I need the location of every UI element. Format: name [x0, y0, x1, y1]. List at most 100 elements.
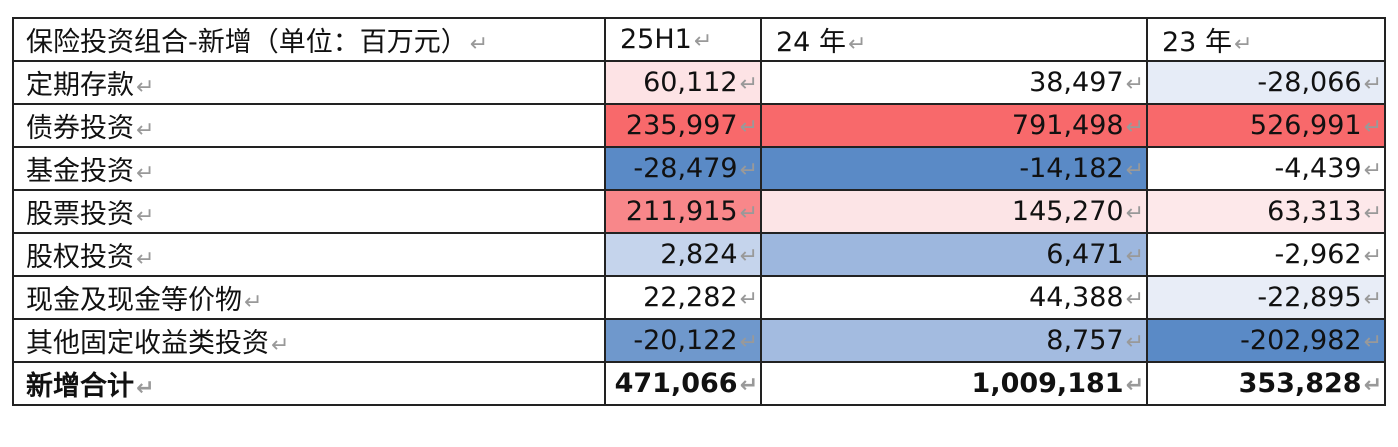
- column-header: 24 年↵: [760, 17, 1148, 62]
- total-value-cell-text: 353,828: [1238, 368, 1362, 399]
- table-row: 股票投资↵ 211,915↵ 145,270↵ 63,313↵: [12, 189, 1386, 234]
- paragraph-mark-icon: ↵: [1125, 201, 1144, 226]
- value-cell: -4,439↵: [1146, 146, 1386, 191]
- value-cell-text: 38,497: [1029, 67, 1124, 98]
- value-cell-text: 2,824: [660, 239, 738, 270]
- paragraph-mark-icon: ↵: [1363, 115, 1382, 140]
- value-cell-text: 791,498: [1011, 110, 1124, 141]
- paragraph-mark-icon: ↵: [1363, 330, 1382, 355]
- row-label-text: 现金及现金等价物: [26, 285, 242, 316]
- table-body: 保险投资组合-新增（单位：百万元）↵ 25H1↵ 24 年↵ 23 年↵ 定期存款↵ 60…: [12, 17, 1386, 406]
- row-label: 现金及现金等价物↵: [12, 275, 606, 320]
- value-cell-text: 145,270: [1011, 196, 1124, 227]
- row-label-text: 基金投资: [26, 156, 134, 187]
- value-cell-text: 235,997: [625, 110, 738, 141]
- column-header-text: 保险投资组合-新增（单位：百万元）: [26, 27, 468, 58]
- value-cell: -28,066↵: [1146, 60, 1386, 105]
- value-cell: -22,895↵: [1146, 275, 1386, 320]
- paragraph-mark-icon: ↵: [739, 373, 758, 398]
- row-label: 定期存款↵: [12, 60, 606, 105]
- value-cell-text: 60,112: [643, 67, 738, 98]
- value-cell-text: -20,122: [633, 325, 738, 356]
- paragraph-mark-icon: ↵: [244, 290, 263, 315]
- total-value-cell: 1,009,181↵: [760, 361, 1148, 406]
- paragraph-mark-icon: ↵: [271, 333, 290, 358]
- row-label-text: 定期存款: [26, 70, 134, 101]
- paragraph-mark-icon: ↵: [693, 29, 713, 54]
- paragraph-mark-icon: ↵: [136, 118, 155, 143]
- paragraph-mark-icon: ↵: [739, 287, 758, 312]
- column-header: 23 年↵: [1146, 17, 1386, 62]
- header-row: 保险投资组合-新增（单位：百万元）↵ 25H1↵ 24 年↵ 23 年↵: [12, 17, 1386, 62]
- total-value-cell: 353,828↵: [1146, 361, 1386, 406]
- paragraph-mark-icon: ↵: [1125, 244, 1144, 269]
- paragraph-mark-icon: ↵: [847, 32, 867, 57]
- value-cell-text: 44,388: [1029, 282, 1124, 313]
- value-cell: 63,313↵: [1146, 189, 1386, 234]
- value-cell: 526,991↵: [1146, 103, 1386, 148]
- value-cell: 8,757↵: [760, 318, 1148, 363]
- column-header-text: 24 年: [776, 27, 846, 58]
- row-label-text: 其他固定收益类投资: [26, 328, 269, 359]
- value-cell-text: -2,962: [1274, 239, 1362, 270]
- value-cell-text: 8,757: [1046, 325, 1124, 356]
- table-row: 基金投资↵ -28,479↵ -14,182↵ -4,439↵: [12, 146, 1386, 191]
- value-cell-text: 526,991: [1249, 110, 1362, 141]
- value-cell: 211,915↵: [604, 189, 762, 234]
- row-label-text: 债券投资: [26, 113, 134, 144]
- table-row: 股权投资↵ 2,824↵ 6,471↵ -2,962↵: [12, 232, 1386, 277]
- column-header: 保险投资组合-新增（单位：百万元）↵: [12, 17, 606, 62]
- total-label: 新增合计↵: [12, 361, 606, 406]
- row-label: 股票投资↵: [12, 189, 606, 234]
- paragraph-mark-icon: ↵: [739, 244, 758, 269]
- value-cell-text: -14,182: [1019, 153, 1124, 184]
- value-cell-text: -4,439: [1274, 153, 1362, 184]
- row-label: 基金投资↵: [12, 146, 606, 191]
- value-cell-text: 211,915: [625, 196, 738, 227]
- value-cell: 38,497↵: [760, 60, 1148, 105]
- paragraph-mark-icon: ↵: [136, 204, 155, 229]
- paragraph-mark-icon: ↵: [1363, 373, 1382, 398]
- paragraph-mark-icon: ↵: [1233, 32, 1253, 57]
- value-cell-text: -28,066: [1257, 67, 1362, 98]
- insurance-investment-table: 保险投资组合-新增（单位：百万元）↵ 25H1↵ 24 年↵ 23 年↵ 定期存款↵ 60…: [12, 17, 1386, 406]
- value-cell-text: 22,282: [643, 282, 738, 313]
- row-label: 股权投资↵: [12, 232, 606, 277]
- paragraph-mark-icon: ↵: [136, 161, 155, 186]
- value-cell-text: 6,471: [1046, 239, 1124, 270]
- row-label-text: 股权投资: [26, 242, 134, 273]
- paragraph-mark-icon: ↵: [739, 330, 758, 355]
- total-value-cell-text: 1,009,181: [971, 368, 1124, 399]
- table-row: 其他固定收益类投资↵ -20,122↵ 8,757↵ -202,982↵: [12, 318, 1386, 363]
- value-cell: 22,282↵: [604, 275, 762, 320]
- paragraph-mark-icon: ↵: [739, 158, 758, 183]
- value-cell-text: -22,895: [1257, 282, 1362, 313]
- value-cell: 60,112↵: [604, 60, 762, 105]
- value-cell-text: -28,479: [633, 153, 738, 184]
- value-cell-text: 63,313: [1267, 196, 1362, 227]
- value-cell: 2,824↵: [604, 232, 762, 277]
- paragraph-mark-icon: ↵: [469, 32, 489, 57]
- value-cell: -20,122↵: [604, 318, 762, 363]
- value-cell: 6,471↵: [760, 232, 1148, 277]
- column-header: 25H1↵: [604, 17, 762, 62]
- paragraph-mark-icon: ↵: [739, 115, 758, 140]
- paragraph-mark-icon: ↵: [1125, 330, 1144, 355]
- paragraph-mark-icon: ↵: [136, 376, 155, 401]
- value-cell: -28,479↵: [604, 146, 762, 191]
- paragraph-mark-icon: ↵: [136, 247, 155, 272]
- total-value-cell-text: 471,066: [614, 368, 738, 399]
- value-cell-text: -202,982: [1240, 325, 1362, 356]
- paragraph-mark-icon: ↵: [739, 72, 758, 97]
- value-cell: 44,388↵: [760, 275, 1148, 320]
- total-label-text: 新增合计: [26, 371, 134, 402]
- paragraph-mark-icon: ↵: [1363, 72, 1382, 97]
- paragraph-mark-icon: ↵: [1363, 158, 1382, 183]
- table-row: 债券投资↵ 235,997↵ 791,498↵ 526,991↵: [12, 103, 1386, 148]
- paragraph-mark-icon: ↵: [1125, 115, 1144, 140]
- table-row: 定期存款↵ 60,112↵ 38,497↵ -28,066↵: [12, 60, 1386, 105]
- paragraph-mark-icon: ↵: [1125, 287, 1144, 312]
- paragraph-mark-icon: ↵: [1125, 158, 1144, 183]
- value-cell: 791,498↵: [760, 103, 1148, 148]
- insurance-investment-table-container: 保险投资组合-新增（单位：百万元）↵ 25H1↵ 24 年↵ 23 年↵ 定期存款↵ 60…: [12, 17, 1386, 406]
